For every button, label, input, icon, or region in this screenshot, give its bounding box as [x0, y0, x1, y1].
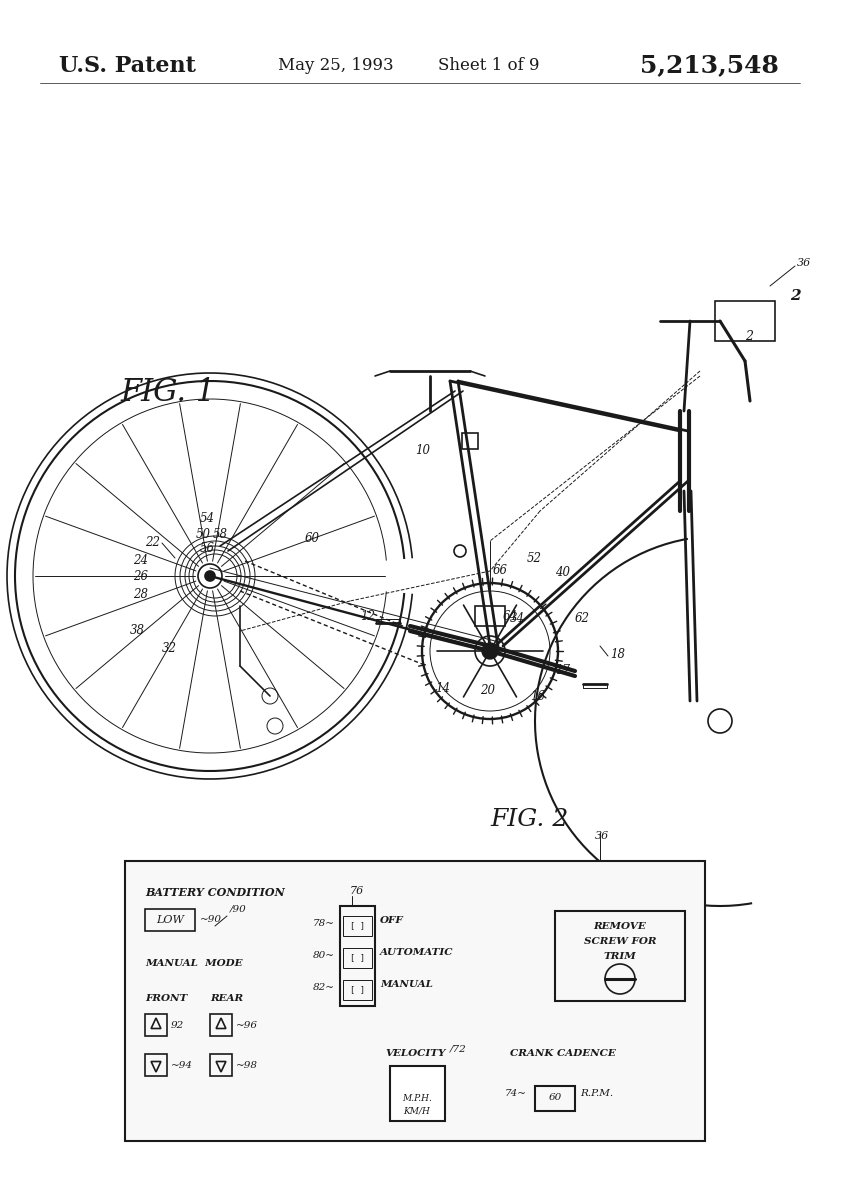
Text: 34: 34: [510, 612, 525, 625]
Text: May 25, 1993: May 25, 1993: [278, 57, 393, 74]
Text: 66: 66: [493, 565, 508, 578]
Text: 82~: 82~: [313, 983, 335, 991]
Text: ~94: ~94: [171, 1060, 193, 1070]
Text: 36: 36: [595, 831, 610, 841]
Text: KM/H: KM/H: [403, 1106, 430, 1116]
Text: 60: 60: [305, 531, 320, 544]
Text: CRANK CADENCE: CRANK CADENCE: [510, 1049, 616, 1058]
Text: REMOVE: REMOVE: [594, 922, 647, 931]
Text: 64: 64: [503, 610, 518, 623]
Bar: [390, 1066, 445, 1121]
Text: 2: 2: [790, 289, 801, 303]
Bar: [210, 1014, 232, 1036]
Text: 60: 60: [548, 1093, 562, 1103]
Bar: [535, 1086, 575, 1111]
Text: AUTOMATIC: AUTOMATIC: [380, 948, 454, 958]
Text: /90: /90: [230, 904, 247, 913]
Bar: [145, 909, 195, 931]
Bar: [343, 980, 372, 1000]
Text: LOW: LOW: [156, 915, 184, 925]
Text: 14: 14: [435, 682, 450, 696]
Text: 50: 50: [196, 528, 211, 541]
Text: [ ]: [ ]: [350, 922, 365, 930]
Text: FIG. 1: FIG. 1: [120, 378, 216, 409]
Text: 80~: 80~: [313, 950, 335, 960]
Text: 40: 40: [555, 567, 570, 580]
Text: 58: 58: [213, 528, 228, 541]
Bar: [715, 301, 775, 341]
Text: 74~: 74~: [505, 1090, 527, 1098]
Text: TRIM: TRIM: [604, 952, 637, 961]
Text: 28: 28: [133, 587, 148, 600]
Text: MANUAL  MODE: MANUAL MODE: [145, 959, 242, 968]
Text: VELOCITY: VELOCITY: [385, 1049, 445, 1058]
Text: MANUAL: MANUAL: [380, 980, 433, 989]
Text: [ ]: [ ]: [350, 985, 365, 994]
Text: 38: 38: [130, 624, 145, 637]
Text: OFF: OFF: [380, 916, 404, 925]
Text: SCREW FOR: SCREW FOR: [584, 937, 656, 946]
Text: 20: 20: [480, 685, 495, 698]
Bar: [462, 434, 478, 449]
Text: /72: /72: [450, 1045, 466, 1054]
Text: M.P.H.: M.P.H.: [402, 1095, 432, 1103]
Text: 12: 12: [360, 610, 375, 623]
Circle shape: [482, 643, 498, 659]
Text: 32: 32: [162, 642, 177, 655]
Text: 78~: 78~: [313, 918, 335, 928]
Text: 18: 18: [610, 649, 625, 661]
Text: 76: 76: [350, 886, 365, 896]
Text: ~90: ~90: [200, 916, 222, 924]
Bar: [340, 906, 375, 1006]
Text: 52: 52: [527, 553, 542, 566]
Text: ~98: ~98: [236, 1060, 258, 1070]
Text: 16: 16: [530, 691, 545, 704]
Bar: [145, 1054, 167, 1075]
Text: 36: 36: [797, 258, 811, 268]
Bar: [343, 948, 372, 968]
Circle shape: [205, 570, 215, 581]
Text: Sheet 1 of 9: Sheet 1 of 9: [438, 57, 540, 74]
Text: FRONT: FRONT: [145, 994, 187, 1003]
Bar: [210, 1054, 232, 1075]
Text: 54: 54: [200, 512, 215, 525]
Bar: [555, 911, 685, 1000]
Text: FIG. 2: FIG. 2: [490, 807, 568, 831]
Text: 92: 92: [171, 1021, 184, 1029]
Text: 62: 62: [575, 611, 590, 624]
Text: 2: 2: [745, 330, 753, 343]
Text: 22: 22: [145, 536, 160, 549]
Text: 26: 26: [133, 570, 148, 584]
Bar: [475, 606, 505, 626]
Text: [ ]: [ ]: [350, 954, 365, 962]
Bar: [343, 916, 372, 936]
Text: U.S. Patent: U.S. Patent: [59, 55, 196, 76]
Text: R.P.M.: R.P.M.: [580, 1090, 613, 1098]
Text: REAR: REAR: [210, 994, 243, 1003]
Bar: [145, 1014, 167, 1036]
Text: ~96: ~96: [236, 1021, 258, 1029]
Text: 17: 17: [555, 665, 570, 678]
Text: 10: 10: [415, 444, 430, 457]
Text: 24: 24: [133, 555, 148, 567]
Text: BATTERY CONDITION: BATTERY CONDITION: [145, 887, 285, 898]
Bar: [125, 861, 705, 1141]
Text: 5,213,548: 5,213,548: [640, 54, 779, 77]
Text: 56: 56: [200, 542, 215, 555]
